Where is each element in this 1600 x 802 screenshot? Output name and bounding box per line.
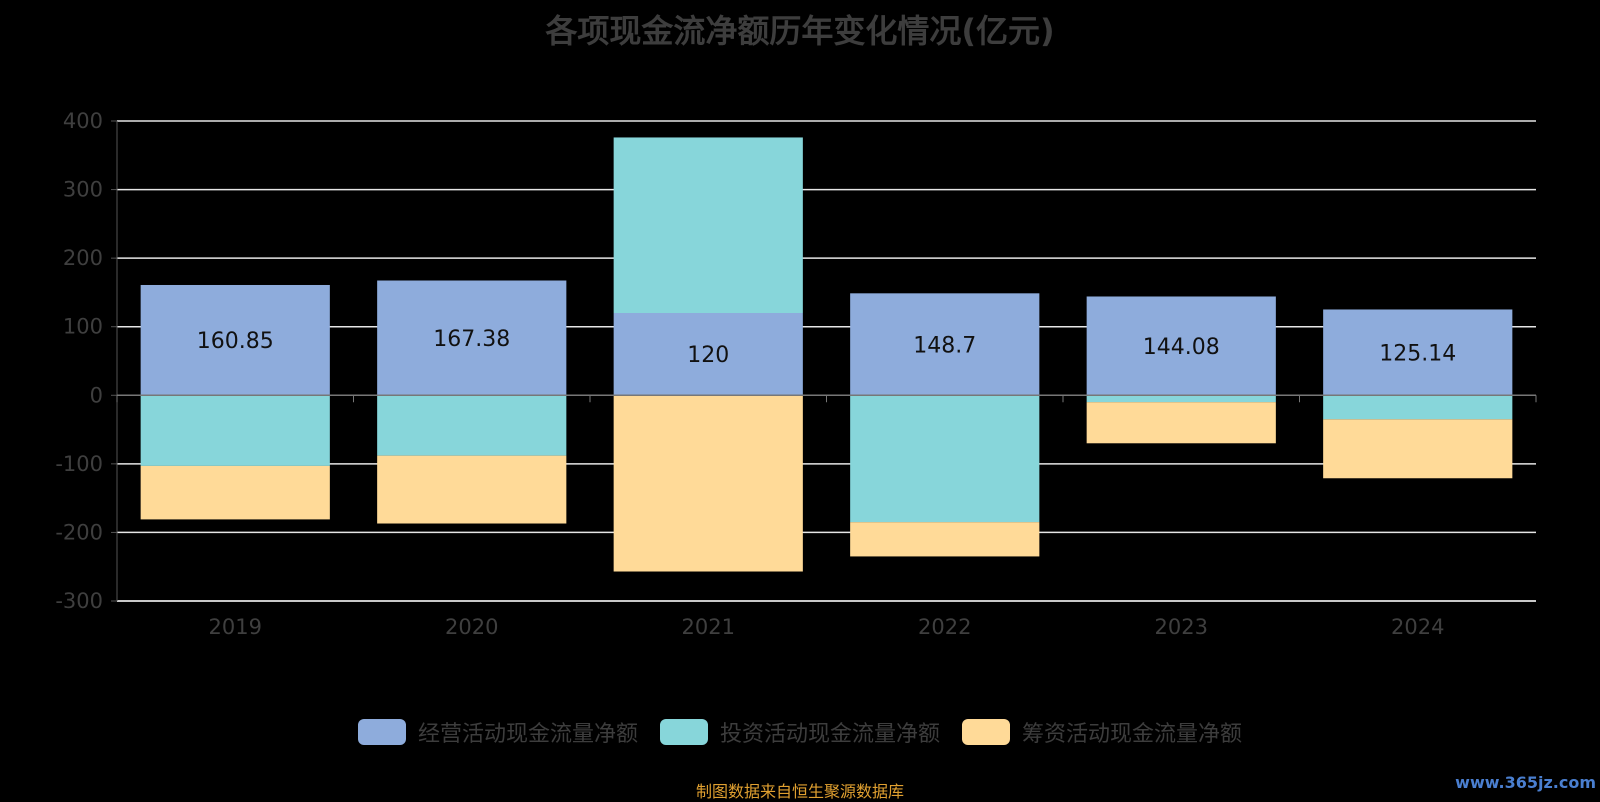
axis-layer xyxy=(111,120,1537,602)
legend-label: 筹资活动现金流量净额 xyxy=(1022,722,1243,747)
y-tick-label: 400 xyxy=(63,109,103,133)
bar-segment xyxy=(613,395,803,572)
bar-segment xyxy=(850,395,1040,523)
label-layer: 400 300 200 100 0 -100 -200 -300 160.85 2019 167.3… xyxy=(55,109,1456,639)
legend-item[interactable]: 筹资活动现金流量净额 xyxy=(962,716,1242,748)
bar-segment xyxy=(850,522,1040,557)
legend-item[interactable]: 经营活动现金流量净额 xyxy=(357,716,638,748)
y-tick-label: -100 xyxy=(55,452,103,476)
x-tick-label: 2019 xyxy=(209,615,262,639)
x-tick-label: 2023 xyxy=(1155,615,1208,639)
bar-segment xyxy=(140,465,330,520)
bar-layer xyxy=(140,137,1513,572)
x-tick-label: 2024 xyxy=(1391,615,1444,639)
y-tick-label: -200 xyxy=(55,520,103,544)
x-tick-label: 2021 xyxy=(682,615,735,639)
data-label: 167.38 xyxy=(433,327,510,352)
data-label: 148.7 xyxy=(913,333,976,358)
bar-segment xyxy=(1086,395,1276,403)
legend-swatch xyxy=(357,719,406,745)
legend-label: 投资活动现金流量净额 xyxy=(719,722,940,747)
data-label: 160.85 xyxy=(197,329,274,354)
legend-item[interactable]: 投资活动现金流量净额 xyxy=(659,716,940,748)
bar-segment xyxy=(1323,395,1513,420)
x-tick-label: 2020 xyxy=(445,615,498,639)
bar-segment xyxy=(140,395,330,466)
bar-segment xyxy=(850,293,1040,396)
data-label: 120 xyxy=(687,343,729,368)
bar-segment xyxy=(377,455,567,524)
y-tick-label: 100 xyxy=(63,315,103,339)
bar-segment xyxy=(1086,296,1276,396)
grid-layer xyxy=(117,120,1536,602)
bar-segment xyxy=(613,313,803,396)
legend-swatch xyxy=(962,719,1010,745)
bar-segment xyxy=(377,395,567,456)
y-tick-label: 200 xyxy=(63,246,103,270)
bar-segment xyxy=(140,284,330,396)
legend: 经营活动现金流量净额 投资活动现金流量净额 筹资活动现金流量净额 xyxy=(0,716,1600,748)
legend-swatch xyxy=(659,719,708,745)
watermark: www.365jz.com xyxy=(1455,773,1596,792)
y-tick-label: -300 xyxy=(55,589,103,613)
bar-segment xyxy=(1323,419,1513,479)
y-tick-label: 300 xyxy=(63,178,103,202)
bar-segment xyxy=(1086,402,1276,444)
legend-label: 经营活动现金流量净额 xyxy=(417,722,638,747)
data-label: 125.14 xyxy=(1379,341,1456,366)
y-tick-label: 0 xyxy=(90,383,103,407)
bar-segment xyxy=(377,280,567,396)
chart-title: 各项现金流净额历年变化情况(亿元) xyxy=(545,12,1055,50)
bar-segment xyxy=(613,137,803,313)
bar-segment xyxy=(1323,309,1513,396)
source-note: 制图数据来自恒生聚源数据库 xyxy=(695,782,904,801)
data-label: 144.08 xyxy=(1143,335,1220,360)
x-tick-label: 2022 xyxy=(918,615,971,639)
